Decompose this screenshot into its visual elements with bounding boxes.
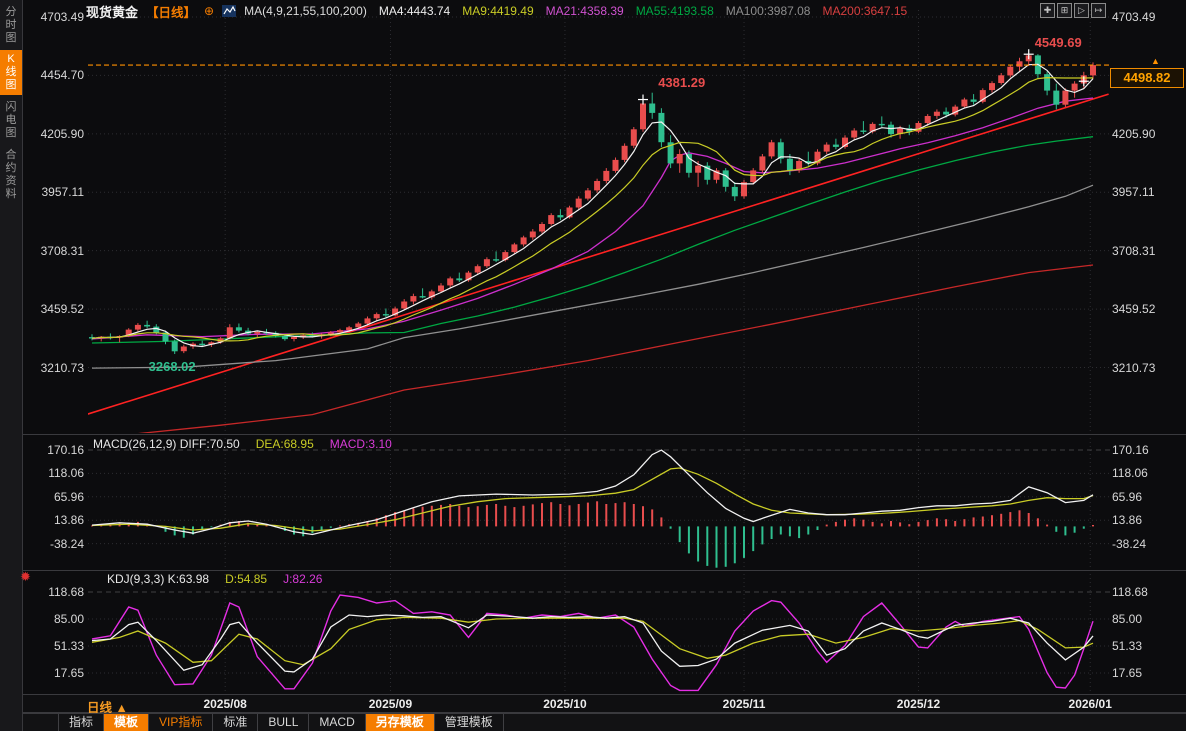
peak-price-annotation-2: 4549.69	[1034, 35, 1082, 51]
toolbar-tab-7[interactable]: 另存模板	[365, 714, 435, 731]
alert-marker-icon: ✹	[20, 569, 31, 584]
date-label: 2025/09	[368, 697, 413, 711]
axis-label: -38.24	[1112, 536, 1147, 551]
axis-label: 65.96	[1112, 489, 1143, 504]
axis-label: 118.68	[1112, 585, 1148, 599]
sidebar-tab-1[interactable]: 分时图	[5, 6, 17, 44]
toolbar-tab-1[interactable]: 指标	[58, 714, 105, 731]
toolbar-tab-6[interactable]: MACD	[309, 714, 366, 731]
kdj-params-label: KDJ(9,3,3) K:63.98	[107, 572, 210, 586]
axis-label: 118.06	[48, 466, 84, 481]
axis-label: 118.68	[48, 585, 84, 599]
axis-label: 3459.52	[40, 302, 84, 317]
toolbar-tab-3[interactable]: VIP指标	[149, 714, 214, 731]
macd-dea-label: DEA:68.95	[255, 437, 314, 451]
time-axis-row: 日线 ▲ 2025/08 2025/09 2025/10 2025/11 2025/12…	[23, 695, 1186, 715]
axis-label: 4205.90	[1112, 126, 1156, 141]
date-label: 2025/12	[896, 697, 941, 711]
axis-label: 3708.31	[40, 243, 84, 258]
kdj-j-label: J:82.26	[283, 572, 323, 586]
period-selector[interactable]: 日线 ▲	[87, 701, 128, 715]
ma-legend-item: MA9:4419.49	[462, 4, 534, 18]
current-price-tag: 4498.82	[1110, 68, 1184, 89]
axis-label: 170.16	[47, 443, 84, 457]
axis-label: 65.96	[53, 489, 84, 504]
toolbar-tab-2[interactable]: 模板	[104, 714, 150, 731]
axis-label: 13.86	[1112, 513, 1143, 528]
collapse-panel-icon[interactable]: ↦	[1091, 3, 1106, 18]
chart-header: 现货黄金 【日线】 ⊕ MA(4,9,21,55,100,200) MA4:444…	[86, 2, 907, 20]
sidebar-tab-4[interactable]: 合约资料	[5, 149, 17, 200]
date-label: 2025/10	[543, 697, 587, 711]
axis-label: 3957.11	[1112, 185, 1155, 200]
toolbar-tab-8[interactable]: 管理模板	[435, 714, 504, 731]
date-label: 2025/08	[203, 697, 247, 711]
toolbar-tab-4[interactable]: 标准	[213, 714, 259, 731]
sidebar-tab-3[interactable]: 闪电图	[5, 101, 17, 139]
ma-legend-item: MA100:3987.08	[725, 4, 811, 18]
axis-label: 3459.52	[1112, 302, 1156, 317]
axis-label: 85.00	[1112, 612, 1143, 626]
ma-legend-item: MA55:4193.58	[635, 4, 714, 18]
ma-legend-item: MA(4,9,21,55,100,200)	[244, 4, 367, 18]
add-indicator-panel-icon[interactable]: ⊞	[1057, 3, 1072, 18]
axis-label: 51.33	[1112, 638, 1143, 653]
ma-legend-item: MA21:4358.39	[545, 4, 624, 18]
scroll-chart-icon[interactable]: ▷	[1074, 3, 1089, 18]
symbol-title: 现货黄金	[86, 4, 139, 20]
bottom-toolbar: 指标 模板 VIP指标 标准 BULL MACD 另存模板 管理模板	[23, 713, 1186, 731]
toolbar-tab-5[interactable]: BULL	[258, 714, 310, 731]
ma-legend: MA(4,9,21,55,100,200) MA4:4443.74 MA9:4419…	[244, 4, 907, 18]
axis-label: 3708.31	[1112, 243, 1156, 258]
price-marker-icon: ▲	[1151, 56, 1160, 67]
axis-label: 4205.90	[40, 126, 84, 141]
kdj-panel-header: KDJ(9,3,3) K:63.98 D:54.85 J:82.26	[107, 572, 322, 586]
ma-legend-item: MA200:3647.15	[822, 4, 908, 18]
axis-label: 17.65	[1112, 666, 1143, 680]
axis-label: 85.00	[53, 612, 84, 626]
macd-panel-header: MACD(26,12,9) DIFF:70.50 DEA:68.95 MACD:…	[93, 437, 392, 451]
axis-label: 4703.49	[40, 10, 84, 24]
window-icons: ✚ ⊞ ▷ ↦	[1040, 3, 1106, 18]
period-tag[interactable]: 【日线】	[146, 5, 197, 20]
low-price-annotation: 3268.02	[148, 359, 196, 375]
date-label: 2026/01	[1068, 697, 1112, 711]
ma-legend-item: MA4:4443.74	[378, 4, 451, 18]
macd-params-label: MACD(26,12,9) DIFF:70.50	[93, 437, 240, 451]
axis-label: 17.65	[53, 666, 84, 680]
pan-crosshair-icon[interactable]: ✚	[1040, 3, 1055, 18]
axis-label: 3210.73	[40, 360, 84, 375]
axis-label: -38.24	[49, 536, 84, 551]
macd-macd-label: MACD:3.10	[329, 437, 392, 451]
axis-label: 4703.49	[1112, 10, 1156, 24]
date-label: 2025/11	[722, 697, 766, 711]
add-to-watchlist-icon[interactable]: ⊕	[204, 4, 215, 18]
axis-label: 51.33	[53, 638, 84, 653]
axis-label: 170.16	[1112, 443, 1149, 457]
axis-label: 3210.73	[1112, 360, 1156, 375]
axis-label: 118.06	[1112, 466, 1148, 481]
axis-label: 13.86	[53, 513, 84, 528]
axis-label: 4454.70	[40, 68, 84, 83]
axis-label: 3957.11	[41, 185, 85, 200]
peak-price-annotation: 4381.29	[658, 74, 706, 90]
kdj-d-label: D:54.85	[225, 572, 268, 586]
indicator-zigzag-icon[interactable]	[222, 5, 237, 17]
